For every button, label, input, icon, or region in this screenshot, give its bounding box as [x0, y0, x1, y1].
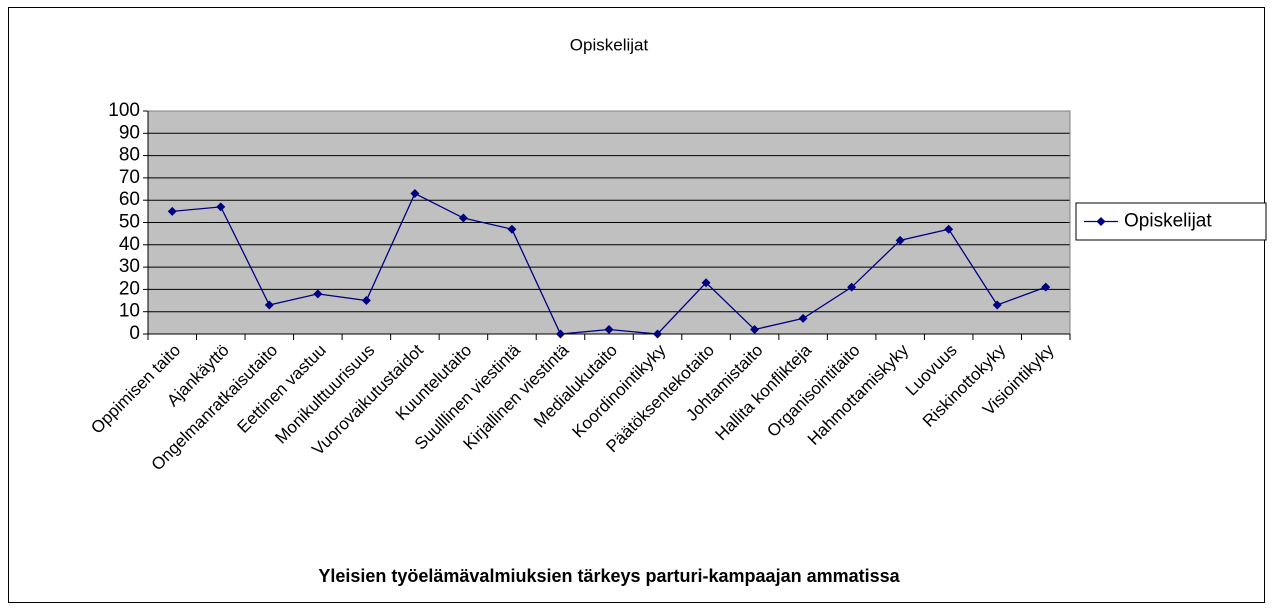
marker: [313, 289, 323, 299]
y-tick-label: 40: [119, 234, 140, 255]
y-tick-label: 10: [119, 301, 140, 322]
legend-marker: [1096, 217, 1106, 226]
marker: [507, 224, 517, 234]
marker: [847, 282, 857, 292]
marker: [750, 325, 760, 335]
marker: [216, 202, 226, 212]
y-tick-label: 80: [119, 145, 140, 166]
marker: [604, 325, 614, 335]
marker: [555, 329, 565, 339]
marker: [410, 189, 420, 199]
marker: [895, 235, 905, 245]
y-tick-label: 0: [129, 323, 140, 344]
y-tick-label: 50: [119, 212, 140, 233]
y-tick-label: 100: [108, 100, 140, 121]
marker: [701, 278, 711, 288]
legend-label: Opiskelijat: [1124, 211, 1212, 232]
marker: [264, 300, 274, 310]
chart-title: Opiskelijat: [570, 35, 649, 54]
marker: [944, 224, 954, 234]
y-tick-label: 20: [119, 278, 140, 299]
marker: [1041, 282, 1051, 292]
x-axis-title: Yleisien työelämävalmiuksien tärkeys par…: [318, 566, 900, 586]
marker: [992, 300, 1002, 310]
marker: [361, 296, 371, 306]
y-tick-label: 70: [119, 167, 140, 188]
y-tick-label: 90: [119, 122, 140, 143]
marker: [458, 213, 468, 223]
marker: [167, 206, 177, 216]
marker: [798, 313, 808, 323]
marker: [653, 329, 663, 339]
y-tick-label: 60: [119, 189, 140, 210]
y-tick-label: 30: [119, 256, 140, 277]
